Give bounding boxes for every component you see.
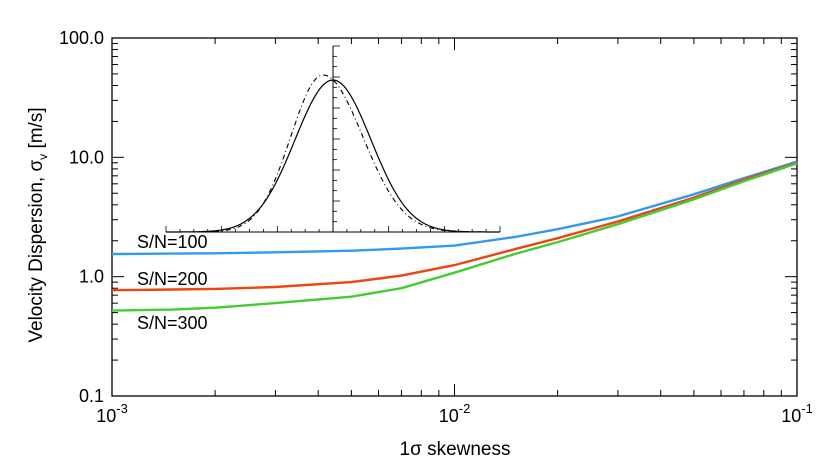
y-axis-title: Velocity Dispersion, σv [m/s] [26, 107, 50, 342]
x-tick-base: 10 [96, 406, 116, 426]
series-line [111, 161, 798, 292]
x-tick-exponent: -3 [116, 401, 128, 416]
x-tick-label: 10-1 [781, 401, 813, 426]
y-axis-title-unit: [m/s] [26, 107, 47, 153]
series-lines [111, 160, 798, 312]
plot-border [111, 37, 798, 397]
x-tick-base: 10 [439, 406, 459, 426]
plot-frame [111, 37, 798, 397]
y-tick-label: 1.0 [79, 267, 104, 287]
y-axis-title-main: Velocity Dispersion, σ [26, 160, 47, 343]
series-label: S/N=200 [137, 269, 208, 289]
y-axis-title-subscript: v [36, 154, 50, 160]
inset-profile-plot [165, 45, 501, 233]
x-tick-exponent: -2 [459, 401, 471, 416]
x-tick-label: 10-3 [96, 401, 128, 426]
series-line [111, 160, 798, 256]
y-tick-label: 0.1 [79, 386, 104, 406]
series-line [111, 162, 798, 312]
x-axis-title: 1σ skewness [400, 439, 511, 460]
x-tick-label: 10-2 [439, 401, 471, 426]
series-labels: S/N=100 S/N=200 S/N=300 [137, 232, 208, 333]
x-tick-base: 10 [781, 406, 801, 426]
x-tick-exponent: -1 [801, 401, 813, 416]
y-tick-label: 100.0 [59, 28, 104, 48]
series-label: S/N=100 [137, 232, 208, 252]
inset-dashdot-curve [166, 74, 500, 233]
series-label: S/N=300 [137, 313, 208, 333]
y-tick-label: 10.0 [69, 147, 104, 167]
